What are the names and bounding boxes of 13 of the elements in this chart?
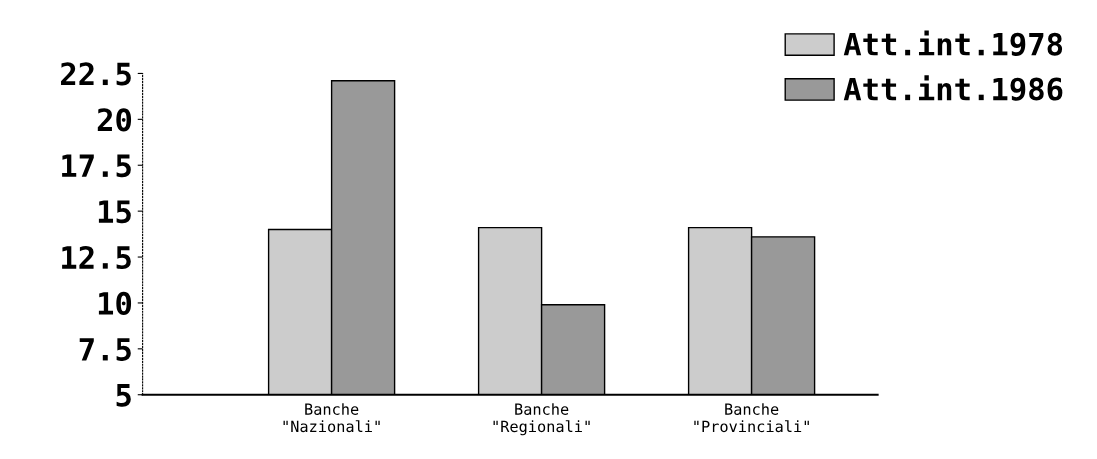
- y-tick-label: 5: [116, 384, 131, 407]
- legend-label: Att.int.1978: [843, 30, 1063, 56]
- legend-label: Att.int.1986: [843, 75, 1063, 101]
- x-tick-label: Banche "Provinciali": [694, 403, 809, 433]
- y-tick-label: 7.5: [79, 338, 131, 361]
- x-tick-label: Banche "Regionali": [493, 403, 590, 436]
- y-tick-label: 17.5: [62, 154, 131, 178]
- y-tick-label: 12.5: [62, 245, 131, 270]
- y-tick-label: 10: [98, 291, 132, 315]
- y-tick-label: 22.5: [61, 62, 131, 86]
- x-tick-label: Banche "Nazionali": [283, 403, 380, 433]
- y-tick-label: 20: [97, 108, 132, 132]
- y-tick-label: 15: [98, 200, 131, 224]
